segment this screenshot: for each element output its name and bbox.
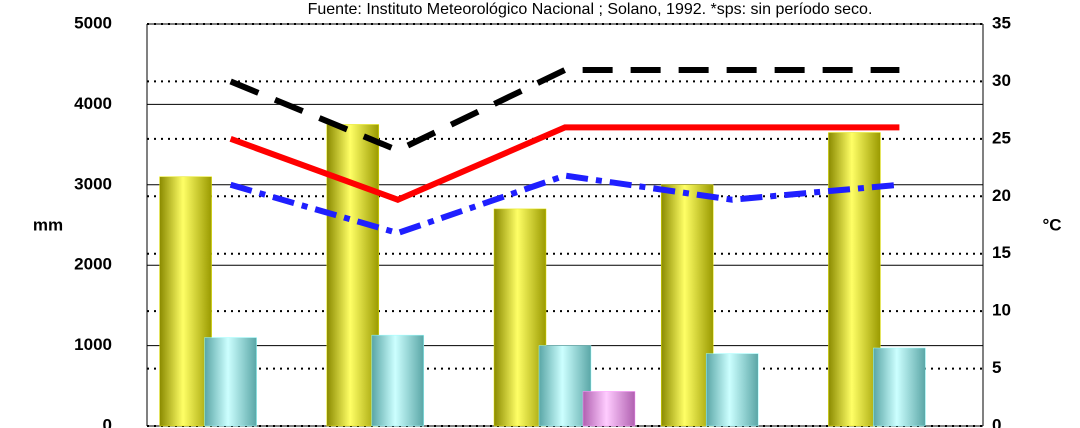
line bbox=[229, 172, 900, 237]
bar bbox=[705, 353, 759, 427]
y2-tick-label: 20 bbox=[992, 186, 1011, 205]
y2-tick-label: 15 bbox=[992, 243, 1011, 262]
bar bbox=[493, 208, 547, 427]
y2-tick-label: 10 bbox=[992, 301, 1011, 320]
y-tick-label: 4000 bbox=[74, 94, 112, 113]
chart-title: Fuente: Instituto Meteorológico Nacional… bbox=[308, 1, 873, 18]
y2-axis-label: °C bbox=[1042, 215, 1061, 234]
bar bbox=[873, 347, 926, 427]
y2-tick-label: 5 bbox=[992, 358, 1001, 377]
bar bbox=[326, 124, 380, 427]
y-tick-label: 3000 bbox=[74, 174, 112, 193]
line bbox=[229, 124, 900, 203]
bar bbox=[660, 184, 714, 427]
y2-tick-label: 25 bbox=[992, 128, 1011, 147]
line bbox=[229, 66, 900, 154]
y-tick-label: 5000 bbox=[74, 13, 112, 32]
bar bbox=[371, 334, 425, 427]
y-tick-label: 1000 bbox=[74, 335, 112, 354]
y-tick-label: 2000 bbox=[74, 255, 112, 274]
bar bbox=[582, 391, 636, 427]
bar bbox=[204, 337, 257, 427]
bar bbox=[828, 132, 881, 427]
y-axis-label: mm bbox=[33, 215, 63, 234]
y-tick-label: 0 bbox=[103, 415, 112, 428]
y2-tick-label: 30 bbox=[992, 71, 1011, 90]
y2-tick-label: 35 bbox=[992, 13, 1011, 32]
bar bbox=[538, 345, 592, 427]
bar bbox=[159, 176, 212, 427]
y2-tick-label: 0 bbox=[992, 415, 1001, 428]
